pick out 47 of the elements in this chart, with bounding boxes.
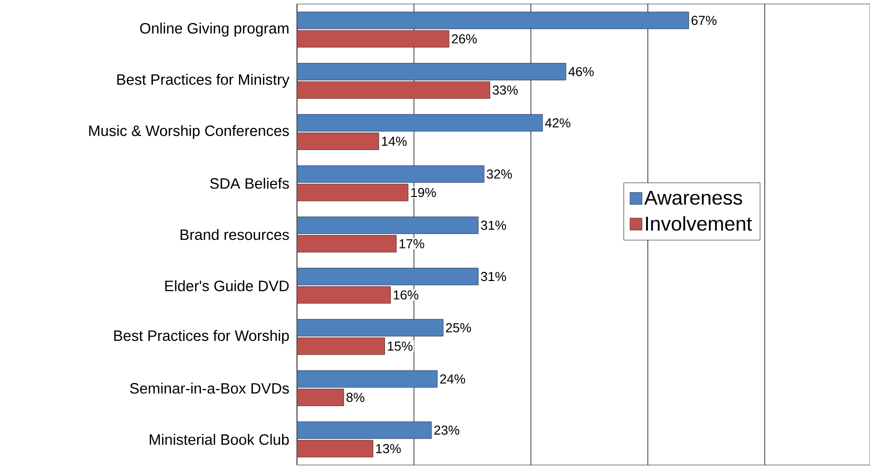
bar [297, 12, 689, 30]
bar [297, 268, 478, 286]
y-tick-label: Best Practices for Worship [114, 330, 289, 344]
data-label: 14% [382, 136, 407, 146]
bar [297, 165, 484, 183]
bar [297, 388, 344, 406]
y-tick-label: Seminar-in-a-Box DVDs [130, 382, 289, 394]
bar [297, 81, 490, 99]
data-label: 67% [692, 16, 717, 25]
bar [297, 114, 543, 132]
bar [297, 338, 385, 355]
data-label: 46% [568, 67, 594, 76]
data-label: 26% [452, 34, 477, 44]
data-label: 42% [545, 118, 570, 128]
data-label: 33% [492, 85, 518, 95]
bar [297, 30, 450, 48]
bar [297, 286, 391, 304]
bar [297, 184, 408, 202]
bar [297, 319, 444, 336]
data-label: 25% [446, 323, 471, 332]
y-tick-label: Brand resources [180, 228, 289, 240]
y-tick-label: Ministerial Book Club [150, 434, 289, 445]
data-label: 32% [486, 169, 512, 179]
y-tick-label: Music & Worship Conferences [89, 125, 289, 140]
data-label: 17% [400, 239, 424, 248]
bar [297, 216, 478, 234]
data-label: 15% [388, 342, 412, 351]
bar [297, 62, 566, 80]
bar [297, 422, 432, 439]
data-label: 23% [434, 426, 460, 435]
data-label: 31% [480, 272, 506, 282]
legend-label: Involvement [646, 216, 752, 231]
data-label: 19% [411, 188, 436, 198]
bar [297, 440, 374, 458]
data-label: 24% [440, 374, 466, 384]
data-label: 16% [394, 290, 418, 300]
data-label: 8% [346, 392, 364, 402]
legend-label: Awareness [644, 190, 742, 205]
y-tick-label: Elder's Guide DVD [165, 280, 289, 292]
bar [297, 370, 438, 388]
data-label: 31% [480, 220, 506, 230]
y-tick-label: Online Giving program [140, 22, 288, 37]
y-tick-label: SDA Beliefs [210, 178, 289, 189]
bar [297, 235, 397, 252]
y-tick-label: Best Practices for Ministry [117, 74, 290, 88]
bar [297, 132, 380, 150]
data-label: 13% [376, 444, 401, 454]
